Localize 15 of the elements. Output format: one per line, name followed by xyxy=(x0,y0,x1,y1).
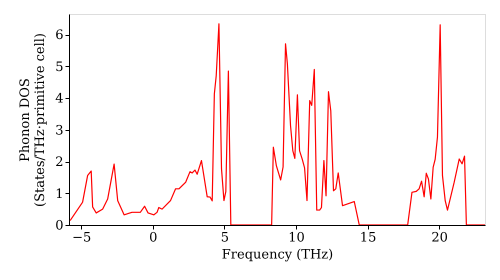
y-tick-label: 6 xyxy=(55,28,64,44)
x-axis-title: Frequency (THz) xyxy=(222,248,334,262)
x-tick-label: 0 xyxy=(149,230,158,246)
x-tick-label: 5 xyxy=(220,230,230,246)
x-tick-label: 10 xyxy=(288,230,305,246)
y-axis-title: Phonon DOS (States/THz·primitive cell) xyxy=(18,32,48,208)
x-tick-label: 15 xyxy=(360,230,376,246)
y-tick-label: 2 xyxy=(55,155,64,170)
x-tick-label: 20 xyxy=(431,230,448,246)
x-tick-label: −5 xyxy=(72,230,92,246)
y-tick-label: 5 xyxy=(55,60,64,75)
y-tick-label: 3 xyxy=(55,123,64,138)
y-tick-label: 4 xyxy=(55,92,64,107)
y-tick-label: 0 xyxy=(55,218,64,234)
y-tick-label: 1 xyxy=(55,186,64,202)
